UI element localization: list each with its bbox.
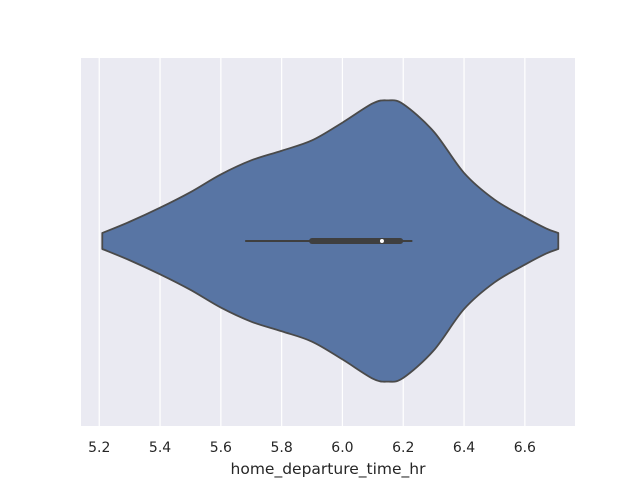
x-tick-label: 5.2 [88,440,110,456]
x-tick-label: 6.4 [453,440,475,456]
x-axis-label: home_departure_time_hr [231,460,427,479]
x-tick-label: 6.6 [514,440,536,456]
median-point [379,239,384,243]
x-tick-label: 5.4 [149,440,171,456]
x-tick-label: 5.6 [210,440,232,456]
x-tick-label: 5.8 [271,440,293,456]
x-axis-ticks: 5.2 5.4 5.6 5.8 6.0 6.2 6.4 6.6 [88,440,536,456]
x-tick-label: 6.2 [392,440,414,456]
x-tick-label: 6.0 [331,440,353,456]
